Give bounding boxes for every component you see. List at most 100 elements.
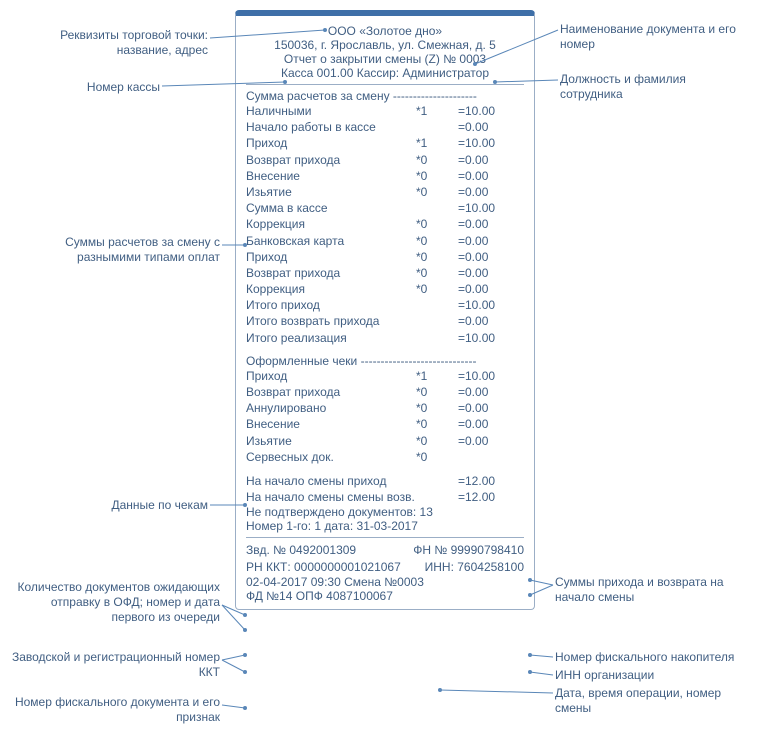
unconfirmed-line: Не подтверждено документов: 13 xyxy=(246,505,524,519)
row-qty: *0 xyxy=(416,281,458,297)
table-row: Возврат прихода*0=0.00 xyxy=(246,384,524,400)
table-row: Коррекция*0=0.00 xyxy=(246,216,524,232)
rn-b: ИНН: 7604258100 xyxy=(425,559,524,575)
table-row: Внесение*0=0.00 xyxy=(246,416,524,432)
receipt: ООО «Золотое дно» 150036, г. Ярославль, … xyxy=(235,10,535,610)
row-amt: =0.00 xyxy=(458,400,524,416)
row-qty: *0 xyxy=(416,400,458,416)
row-label: Приход xyxy=(246,249,416,265)
diagram-canvas: ООО «Золотое дно» 150036, г. Ярославль, … xyxy=(10,10,758,738)
row-label: Аннулировано xyxy=(246,400,416,416)
row-label: Итого приход xyxy=(246,297,416,313)
section2-rows: Приход*1=10.00Возврат прихода*0=0.00Анну… xyxy=(246,368,524,465)
row-amt: =0.00 xyxy=(458,416,524,432)
row-label: Внесение xyxy=(246,416,416,432)
company-name: ООО «Золотое дно» xyxy=(246,24,524,38)
ann-inn: ИНН организации xyxy=(555,668,755,683)
row-label: Наличными xyxy=(246,103,416,119)
table-row: Итого реализация =10.00 xyxy=(246,330,524,346)
table-row: Аннулировано*0=0.00 xyxy=(246,400,524,416)
ann-dt: Дата, время операции, номер смены xyxy=(555,686,755,716)
divider xyxy=(246,537,524,538)
start-return-amt: =12.00 xyxy=(458,489,524,505)
row-amt: =0.00 xyxy=(458,152,524,168)
row-qty xyxy=(416,330,458,346)
row-label: Сумма в кассе xyxy=(246,200,416,216)
row-label: Итого возврать прихода xyxy=(246,313,416,329)
row-qty xyxy=(416,119,458,135)
row-label: Банковская карта xyxy=(246,233,416,249)
ann-doc-name: Наименование документа и его номер xyxy=(560,22,750,52)
row-amt xyxy=(458,449,524,465)
row-qty: *1 xyxy=(416,103,458,119)
table-row: Коррекция*0=0.00 xyxy=(246,281,524,297)
row-qty: *1 xyxy=(416,135,458,151)
row-label: Изьятие xyxy=(246,184,416,200)
table-row: Сумма в кассе=10.00 xyxy=(246,200,524,216)
row-amt: =0.00 xyxy=(458,384,524,400)
row-qty: *0 xyxy=(416,249,458,265)
ann-checks: Данные по чекам xyxy=(10,498,208,513)
ann-requisites: Реквизиты торговой точки: название, адре… xyxy=(10,28,208,58)
table-row: Возврат прихода*0=0.00 xyxy=(246,152,524,168)
start-return-label: На начало смены смены возв. прихода xyxy=(246,489,416,505)
row-amt: =0.00 xyxy=(458,313,524,329)
row-label: Возврат прихода xyxy=(246,384,416,400)
table-row: Приход*0=0.00 xyxy=(246,249,524,265)
row-amt: =0.00 xyxy=(458,433,524,449)
ann-factory: Заводской и регистрационный номер ККТ xyxy=(10,650,220,680)
table-row: Приход*1=10.00 xyxy=(246,135,524,151)
section2-title: Оформленные чеки -----------------------… xyxy=(246,354,524,368)
rn-row: РН ККТ: 0000000001021067 ИНН: 7604258100 xyxy=(246,559,524,575)
datetime-line: 02-04-2017 09:30 Смена №0003 xyxy=(246,575,524,589)
row-amt: =0.00 xyxy=(458,233,524,249)
row-label: Итого реализация xyxy=(246,330,416,346)
row-label: Коррекция xyxy=(246,216,416,232)
table-row: Итого приход =10.00 xyxy=(246,297,524,313)
row-label: Сервесных док. xyxy=(246,449,416,465)
first-doc-line: Номер 1-го: 1 дата: 31-03-2017 xyxy=(246,519,524,533)
row-qty: *0 xyxy=(416,184,458,200)
row-label: Коррекция xyxy=(246,281,416,297)
table-row: Сервесных док.*0 xyxy=(246,449,524,465)
start-income-row: На начало смены приход =12.00 xyxy=(246,473,524,489)
section1-title: Сумма расчетов за смену ----------------… xyxy=(246,89,524,103)
ann-fn: Номер фискального накопителя xyxy=(555,650,755,665)
table-row: Банковская карта*0=0.00 xyxy=(246,233,524,249)
table-row: Изьятие*0=0.00 xyxy=(246,184,524,200)
row-amt: =0.00 xyxy=(458,249,524,265)
company-address: 150036, г. Ярославль, ул. Смежная, д. 5 xyxy=(246,38,524,52)
row-amt: =0.00 xyxy=(458,184,524,200)
zvd-b: ФН № 99990798410 xyxy=(413,542,524,558)
row-qty: *0 xyxy=(416,168,458,184)
row-label: Возврат прихода xyxy=(246,152,416,168)
table-row: Начало работы в кассе =0.00 xyxy=(246,119,524,135)
row-amt: =10.00 xyxy=(458,330,524,346)
row-amt: =10.00 xyxy=(458,297,524,313)
table-row: Внесение*0=0.00 xyxy=(246,168,524,184)
zvd-row: Звд. № 0492001309 ФН № 99990798410 xyxy=(246,542,524,558)
ann-kassa-no: Номер кассы xyxy=(10,80,160,95)
row-qty: *0 xyxy=(416,433,458,449)
row-label: Начало работы в кассе xyxy=(246,119,416,135)
row-label: Изьятие xyxy=(246,433,416,449)
row-qty: *0 xyxy=(416,449,458,465)
ann-cashier: Должность и фамилия сотрудника xyxy=(560,72,750,102)
row-qty: *0 xyxy=(416,265,458,281)
table-row: Возврат прихода*0=0.00 xyxy=(246,265,524,281)
fd-line: ФД №14 ОПФ 4087100067 xyxy=(246,589,524,603)
table-row: Наличными*1=10.00 xyxy=(246,103,524,119)
row-label: Приход xyxy=(246,368,416,384)
row-qty xyxy=(416,297,458,313)
section1-rows: Наличными*1=10.00Начало работы в кассе=0… xyxy=(246,103,524,346)
rn-a: РН ККТ: 0000000001021067 xyxy=(246,559,425,575)
table-row: Изьятие*0=0.00 xyxy=(246,433,524,449)
row-qty: *0 xyxy=(416,416,458,432)
row-label: Приход xyxy=(246,135,416,151)
start-return-row: На начало смены смены возв. прихода =12.… xyxy=(246,489,524,505)
row-amt: =0.00 xyxy=(458,281,524,297)
divider xyxy=(246,84,524,85)
cashier-line: Касса 001.00 Кассир: Администратор xyxy=(246,66,524,80)
zvd-a: Звд. № 0492001309 xyxy=(246,542,413,558)
row-amt: =0.00 xyxy=(458,119,524,135)
